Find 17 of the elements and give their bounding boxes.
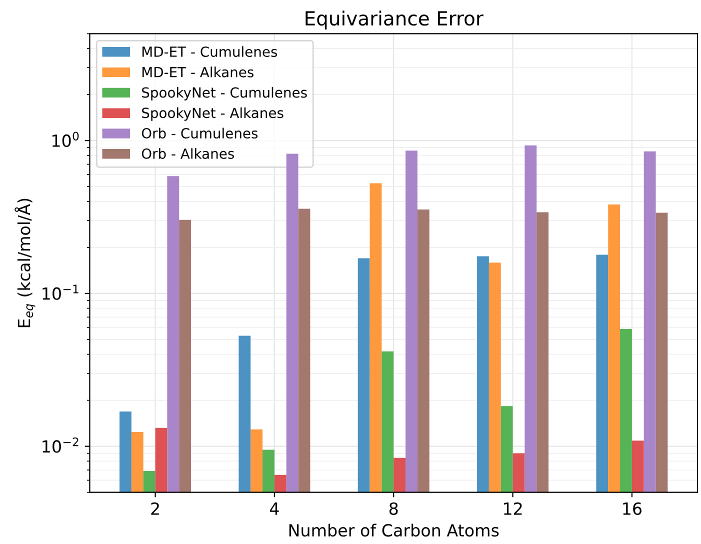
x-tick-label: 4: [270, 502, 279, 515]
x-tick-label: 12: [504, 502, 522, 515]
y-tick-label: 10$^{−2}$: [42, 437, 78, 453]
legend-label: SpookyNet - Cumulenes: [142, 87, 307, 100]
chart-title: Equivariance Error: [306, 10, 484, 30]
legend-label: Orb - Alkanes: [142, 148, 234, 159]
legend-label: MD-ET - Alkanes: [142, 66, 254, 78]
legend-label: MD-ET - Cumulenes: [142, 46, 278, 57]
legend-label: SpookyNet - Alkanes: [142, 107, 284, 121]
y-tick-label: 10$^{0}$: [52, 132, 79, 148]
y-tick-label: 10$^{−1}$: [42, 284, 78, 300]
x-tick-label: 16: [623, 502, 642, 515]
x-axis-title: Number of Carbon Atoms: [289, 524, 499, 537]
x-tick-label: 2: [151, 502, 159, 515]
y-axis-title: E$_{eq}$ (kcal/mol/Å): [14, 198, 36, 328]
x-tick-label: 8: [389, 502, 398, 515]
legend-label: Orb - Cumulenes: [142, 128, 258, 139]
